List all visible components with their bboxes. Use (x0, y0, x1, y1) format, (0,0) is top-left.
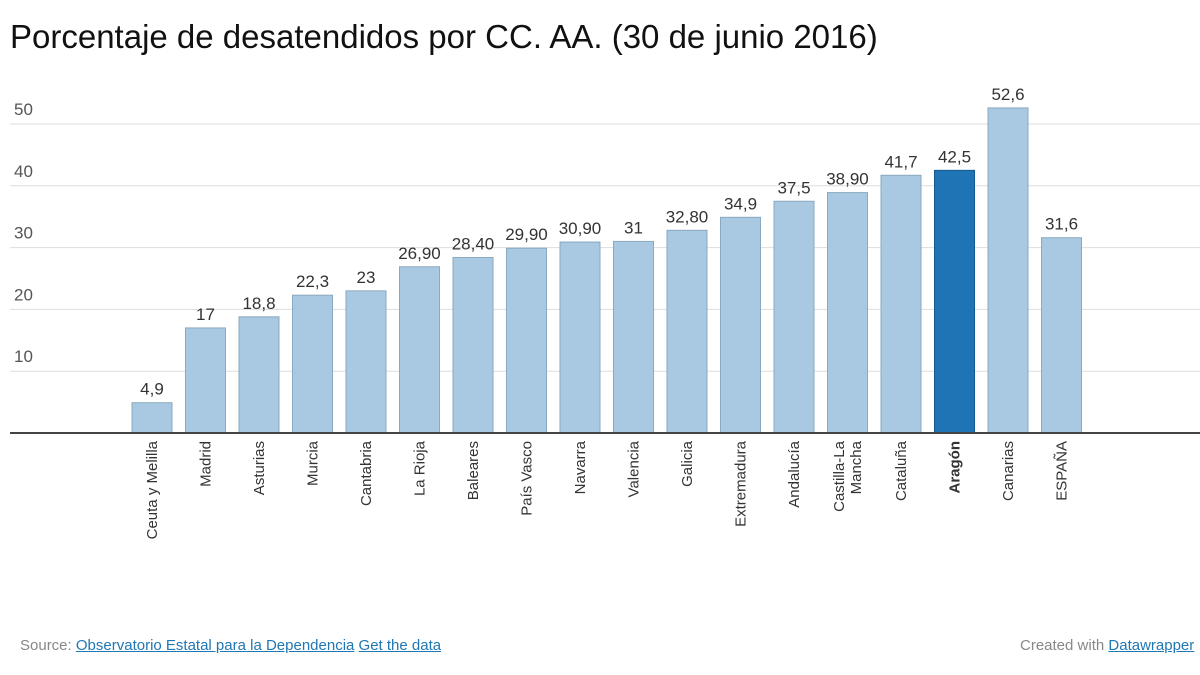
chart-title: Porcentaje de desatendidos por CC. AA. (… (10, 18, 878, 55)
value-label: 29,90 (505, 225, 548, 244)
x-category-label: Baleares (465, 441, 482, 500)
value-label: 34,9 (724, 194, 757, 213)
x-category-label: Asturias (251, 441, 268, 495)
source-link[interactable]: Observatorio Estatal para la Dependencia (75, 637, 355, 654)
bar[interactable] (987, 107, 1029, 434)
x-category-label-text: Madrid (198, 441, 215, 487)
value-label: 23 (357, 268, 376, 287)
value-labels: 4,9 17 18,8 22,3 23 26,90 28,40 29,90 30,90 31 32,… (140, 85, 1078, 399)
value-label: 30,90 (559, 219, 602, 238)
x-category-label-text: Galicia (679, 440, 696, 487)
value-label: 28,40 (452, 234, 495, 253)
x-category-label-text: Canarias (1000, 441, 1017, 501)
x-category-label: ESPAÑA (1054, 441, 1071, 501)
x-category-label-text: Ceuta y Melilla (144, 440, 161, 539)
value-label: 32,80 (666, 207, 709, 226)
bar[interactable] (773, 200, 815, 434)
value-label: 17 (196, 305, 215, 324)
footer-source: Source: Observatorio Estatal para la Dep… (20, 637, 441, 654)
value-label: 41,7 (884, 152, 917, 171)
x-category-label: Valencia (626, 440, 643, 497)
x-category-label-text: ESPAÑA (1054, 441, 1071, 501)
bar[interactable] (238, 316, 280, 434)
created-with-prefix: Created with (1020, 637, 1105, 654)
footer-credit: Created with Datawrapper (1020, 637, 1194, 654)
bar[interactable] (131, 402, 173, 434)
x-category-label: Murcia (305, 440, 322, 486)
bar[interactable] (399, 266, 440, 434)
value-label: 26,90 (398, 244, 441, 263)
bar[interactable] (452, 256, 494, 434)
get-the-data-link[interactable]: Get the data (358, 637, 442, 654)
bar[interactable] (559, 241, 601, 434)
value-label: 18,8 (242, 294, 275, 313)
x-category-label: Canarias (1000, 441, 1017, 501)
y-tick-label: 10 (14, 347, 33, 366)
y-tick-label: 40 (14, 162, 33, 181)
x-category-label-text: Asturias (251, 441, 268, 495)
x-category-label: País Vasco (519, 441, 536, 516)
bar[interactable] (934, 169, 975, 434)
x-category-label-text: La Rioja (412, 440, 429, 496)
x-category-label: Navarra (572, 440, 589, 494)
x-category-label-text: Andalucía (786, 440, 803, 507)
bar[interactable] (613, 240, 654, 434)
x-category-label-text: Mancha (848, 440, 865, 494)
category-labels: Ceuta y Melilla Madrid Asturias Murcia Canta… (144, 440, 1071, 539)
value-label: 38,90 (826, 170, 869, 189)
x-category-label-text: Castilla-La (831, 440, 848, 512)
x-category-label: Galicia (679, 440, 696, 487)
x-category-label-text: Aragón (947, 441, 964, 494)
x-category-label-text: Valencia (626, 440, 643, 497)
bar[interactable] (506, 247, 547, 434)
bar[interactable] (345, 290, 387, 434)
bar-chart: 10 20 30 40 50 4,9 17 18,8 22,3 23 26,90 28,40 29,9… (10, 85, 1200, 539)
x-category-label-text: Navarra (572, 440, 589, 494)
y-tick-label: 20 (14, 285, 33, 304)
bars (131, 107, 1082, 434)
x-category-label: Aragón (947, 441, 964, 494)
bar[interactable] (1041, 237, 1082, 434)
x-category-label: Madrid (198, 441, 215, 487)
value-label: 4,9 (140, 380, 164, 399)
bar[interactable] (720, 216, 761, 434)
value-label: 42,5 (938, 147, 971, 166)
value-label: 52,6 (991, 85, 1024, 104)
x-category-label: Ceuta y Melilla (144, 440, 161, 539)
bar[interactable] (292, 294, 333, 434)
x-category-label-text: Baleares (465, 441, 482, 500)
bar[interactable] (666, 229, 708, 434)
y-tick-label: 50 (14, 100, 33, 119)
x-category-label: La Rioja (412, 440, 429, 496)
x-category-label-text: País Vasco (519, 441, 536, 516)
bar[interactable] (880, 174, 922, 434)
x-category-label-text: Cataluña (893, 440, 910, 501)
x-category-label: Extremadura (733, 440, 750, 527)
value-label: 31 (624, 218, 643, 237)
x-category-label: Castilla-La Mancha (831, 440, 865, 512)
value-label: 37,5 (777, 178, 810, 197)
x-category-label: Cantabria (358, 440, 375, 506)
x-category-label: Andalucía (786, 440, 803, 507)
x-category-label: Cataluña (893, 440, 910, 501)
x-category-label-text: Murcia (305, 440, 322, 486)
bar[interactable] (185, 327, 226, 434)
x-category-label-text: Extremadura (733, 440, 750, 527)
x-category-label-text: Cantabria (358, 440, 375, 506)
value-label: 22,3 (296, 272, 329, 291)
bar[interactable] (827, 192, 868, 434)
y-tick-label: 30 (14, 224, 33, 243)
value-label: 31,6 (1045, 215, 1078, 234)
source-prefix: Source: (20, 637, 72, 654)
datawrapper-link[interactable]: Datawrapper (1108, 637, 1195, 654)
